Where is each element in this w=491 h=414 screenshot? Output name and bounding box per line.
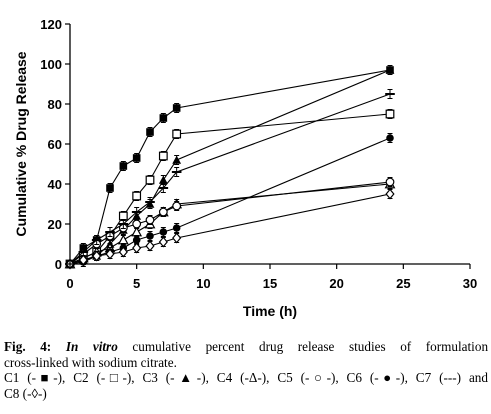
series-c5 — [65, 177, 395, 269]
data-point-c8 — [105, 248, 115, 260]
data-point-c1 — [119, 162, 128, 170]
data-point-c1 — [159, 114, 168, 122]
series-line-c6 — [69, 137, 391, 265]
data-point-c5 — [385, 177, 395, 187]
data-point-c1 — [172, 104, 181, 112]
data-point-c2 — [118, 211, 128, 221]
data-point-c6 — [172, 224, 181, 232]
x-tick-label: 0 — [66, 276, 73, 291]
data-point-c8 — [132, 242, 142, 254]
data-point-c2 — [145, 175, 155, 185]
data-point-c3 — [158, 175, 168, 184]
data-point-c6 — [146, 232, 154, 240]
x-tick-label: 25 — [396, 276, 410, 291]
series-c4 — [64, 178, 396, 269]
data-point-c5 — [145, 215, 155, 225]
data-point-c3 — [385, 65, 395, 74]
data-point-c4 — [117, 234, 129, 245]
caption-line-1: Fig. 4: In vitro cumulative percent drug… — [4, 339, 488, 355]
data-point-c8 — [145, 240, 155, 252]
series-line-c1 — [69, 69, 391, 265]
data-point-c8 — [158, 236, 168, 248]
figure-caption: Fig. 4: In vitro cumulative percent drug… — [4, 339, 488, 401]
data-point-c1 — [146, 128, 154, 136]
data-point-c8 — [118, 246, 128, 258]
caption-legend-2: C8 (-◊-) — [4, 385, 47, 401]
x-tick-label: 20 — [329, 276, 343, 291]
series-line-c7 — [69, 93, 391, 265]
data-point-c2 — [158, 151, 168, 161]
x-tick-label: 30 — [463, 276, 477, 291]
data-point-c8 — [385, 188, 395, 200]
data-point-c5 — [132, 219, 142, 229]
series-line-c5 — [69, 181, 391, 265]
series-c7 — [65, 89, 395, 265]
data-point-c6 — [159, 228, 168, 236]
caption-text-1: cumulative percent drug release studies … — [132, 339, 489, 354]
y-tick-label: 80 — [48, 97, 62, 112]
plot-area — [64, 65, 396, 270]
y-tick-label: 60 — [48, 137, 62, 152]
y-axis-title: Cumulative % Drug Release — [13, 51, 29, 236]
figure-italic-term: In vitro — [65, 339, 118, 354]
caption-text-2: cross-linked with sodium citrate. — [4, 354, 177, 370]
release-chart: 0 20 40 60 80 100 120 0 5 10 15 20 25 30 Cumulative %… — [13, 17, 477, 319]
x-tick-label: 5 — [133, 276, 140, 291]
x-tick-label: 10 — [196, 276, 210, 291]
series-c3 — [65, 65, 395, 268]
series-line-c8 — [69, 193, 391, 265]
data-point-c5 — [158, 207, 168, 217]
y-tick-label: 20 — [48, 217, 62, 232]
series-c6 — [66, 133, 394, 268]
data-point-c1 — [106, 184, 114, 192]
y-tick-label: 100 — [40, 57, 62, 72]
data-point-c8 — [172, 232, 182, 244]
data-point-c2 — [385, 109, 395, 119]
series-line-c4 — [69, 183, 391, 265]
data-point-c5 — [172, 201, 182, 211]
figure-label: Fig. 4: — [4, 339, 52, 354]
data-point-c1 — [132, 154, 141, 162]
y-tick-label: 0 — [55, 257, 62, 272]
caption-legend-1: C1 (-■-), C2 (-□-), C3 (-▲-), C4 (-Δ-), … — [4, 370, 488, 385]
data-point-c3 — [172, 155, 182, 164]
data-point-c2 — [172, 129, 182, 139]
data-point-c6 — [386, 134, 394, 142]
data-point-c2 — [132, 191, 142, 201]
data-point-c8 — [92, 250, 102, 262]
x-axis-title: Time (h) — [243, 303, 297, 319]
series-line-c3 — [69, 69, 391, 265]
y-tick-label: 120 — [40, 17, 62, 32]
y-tick-label: 40 — [48, 177, 62, 192]
data-point-c6 — [132, 236, 141, 244]
x-tick-label: 15 — [263, 276, 277, 291]
axes: 0 20 40 60 80 100 120 0 5 10 15 20 25 30 — [40, 17, 477, 291]
series-c1 — [66, 65, 394, 268]
